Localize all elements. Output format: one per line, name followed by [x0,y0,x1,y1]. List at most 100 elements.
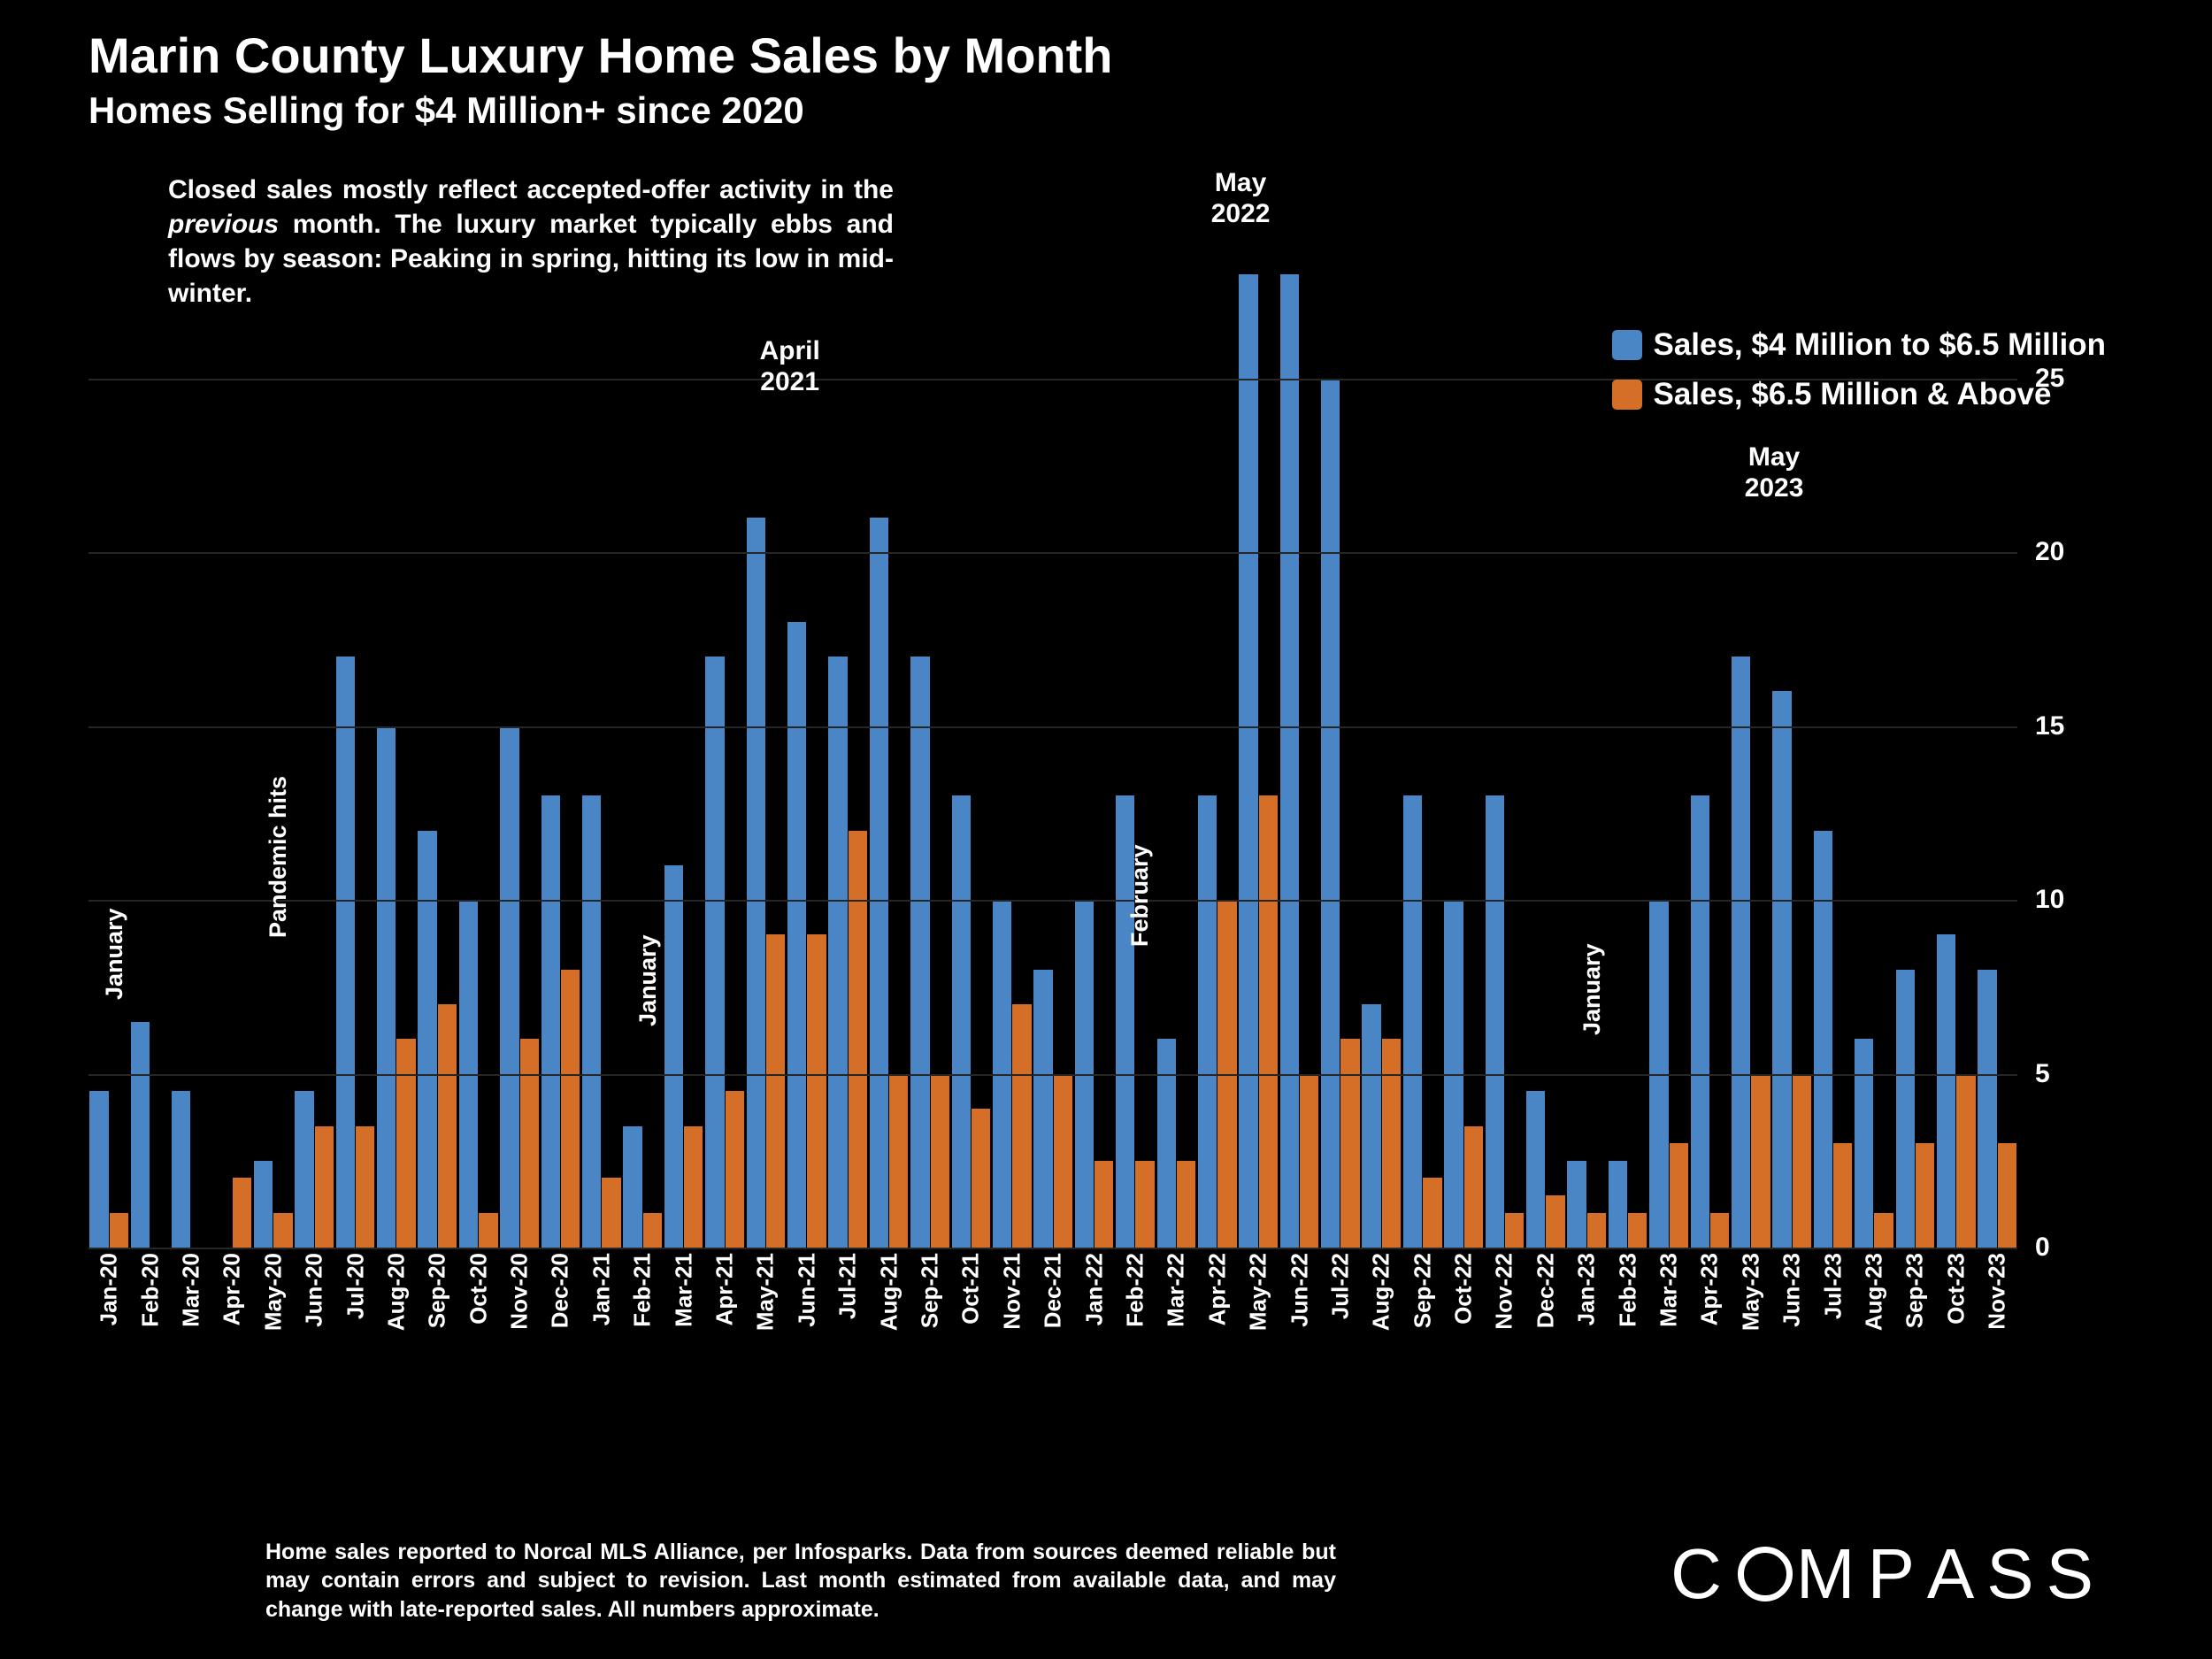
bar-series1 [1239,274,1257,1248]
bar-series2 [233,1178,251,1248]
bar-group [1033,274,1073,1248]
bar-group [992,274,1033,1248]
bar-series1 [1609,1161,1627,1248]
bar-series1 [1321,379,1340,1248]
bar-series1 [1937,934,1955,1248]
bar-group [910,274,950,1248]
bar-series2 [684,1126,703,1248]
x-tick-label: Sep-23 [1901,1253,1929,1328]
bar-series1 [377,726,396,1248]
bar-series2 [1259,795,1278,1248]
legend-label: Sales, $4 Million to $6.5 Million [1653,327,2106,363]
x-tick-label: Oct-21 [957,1253,985,1325]
bar-series2 [1094,1161,1113,1248]
x-tick-label: Aug-21 [875,1253,902,1331]
y-tick-label: 20 [2035,537,2115,567]
y-tick-label: 10 [2035,885,2115,915]
bar-series2 [1464,1126,1483,1248]
x-tick-label: Mar-22 [1163,1253,1190,1327]
bar-series2 [1793,1074,1811,1248]
bar-series1 [705,657,724,1248]
bar-series2 [1833,1143,1852,1248]
gridline [88,900,2017,902]
bar-group [1320,274,1361,1248]
bar-series2 [766,934,785,1248]
x-tick-label: Jul-23 [1819,1253,1847,1319]
bar-series1 [131,1022,150,1248]
bar-series2 [438,1004,457,1248]
peak-annotation: April2021 [760,336,820,397]
x-tick-label: May-20 [259,1253,287,1331]
bar-series1 [1198,795,1217,1248]
peak-annotation: May2022 [1211,168,1271,229]
bar-series2 [1710,1213,1729,1248]
x-tick-label: Jul-22 [1326,1253,1354,1319]
brand-o-icon [1738,1547,1793,1601]
bar-series2 [1423,1178,1441,1248]
bar-series1 [1896,970,1915,1248]
bar-group [1566,274,1607,1248]
bar-group [1361,274,1402,1248]
bar-series1 [1772,691,1791,1248]
bar-series1 [664,865,683,1248]
x-tick-label: Aug-23 [1860,1253,1887,1331]
bar-series1 [910,657,929,1248]
x-tick-label: Feb-20 [136,1253,164,1327]
x-tick-label: Mar-20 [177,1253,204,1327]
bar-group [211,274,252,1248]
legend-item-series1: Sales, $4 Million to $6.5 Million [1612,327,2106,363]
bar-series2 [1998,1143,2016,1248]
x-axis-labels: Jan-20Feb-20Mar-20Apr-20May-20Jun-20Jul-… [88,1253,2017,1430]
x-tick-label: Jun-23 [1778,1253,1806,1327]
bar-group [88,274,129,1248]
bar-group [622,274,663,1248]
footnote: Home sales reported to Norcal MLS Allian… [265,1538,1336,1624]
bar-series2 [273,1213,292,1248]
bar-group [1525,274,1566,1248]
bar-group [1279,274,1319,1248]
bar-series2 [1916,1143,1934,1248]
legend-swatch-icon [1612,380,1642,410]
bar-series1 [500,726,518,1248]
bar-series2 [561,970,580,1248]
x-tick-label: Jan-20 [96,1253,123,1325]
x-tick-label: Oct-22 [1450,1253,1478,1325]
x-tick-label: Aug-20 [382,1253,410,1331]
bar-series1 [1280,274,1299,1248]
bar-series2 [643,1213,662,1248]
bar-group [787,274,827,1248]
bar-group [417,274,457,1248]
bar-series1 [787,622,806,1248]
bar-group [499,274,540,1248]
bar-series2 [1670,1143,1688,1248]
x-tick-label: Nov-22 [1491,1253,1518,1330]
x-tick-label: Jan-23 [1573,1253,1601,1325]
bar-series2 [110,1213,128,1248]
x-tick-label: Dec-20 [547,1253,574,1328]
x-tick-label: Mar-21 [670,1253,697,1327]
bar-series1 [1855,1039,1873,1248]
x-tick-label: Sep-20 [424,1253,451,1328]
brand-letter: P [1868,1533,1927,1615]
x-tick-label: Jul-20 [342,1253,369,1319]
vertical-annotation: January [1578,943,1606,1035]
bar-series2 [1300,1074,1318,1248]
x-tick-label: May-21 [752,1253,780,1331]
bar-series2 [1382,1039,1401,1248]
x-tick-label: Dec-22 [1532,1253,1559,1328]
x-tick-label: Sep-22 [1409,1253,1436,1328]
bar-series2 [356,1126,374,1248]
bar-series2 [931,1074,949,1248]
x-tick-label: Dec-21 [1040,1253,1067,1328]
bar-series2 [479,1213,497,1248]
bar-series2 [889,1074,908,1248]
x-tick-label: Jun-21 [793,1253,820,1327]
chart-area: 0510152025JanuaryPandemic hitsJanuaryFeb… [88,274,2124,1363]
bar-series1 [828,657,847,1248]
vertical-annotation: January [101,908,128,1000]
chart-subtitle: Homes Selling for $4 Million+ since 2020 [88,89,1112,132]
y-tick-label: 5 [2035,1059,2115,1089]
vertical-annotation: February [1126,844,1154,947]
bar-series1 [1732,657,1750,1248]
bar-series2 [520,1039,539,1248]
